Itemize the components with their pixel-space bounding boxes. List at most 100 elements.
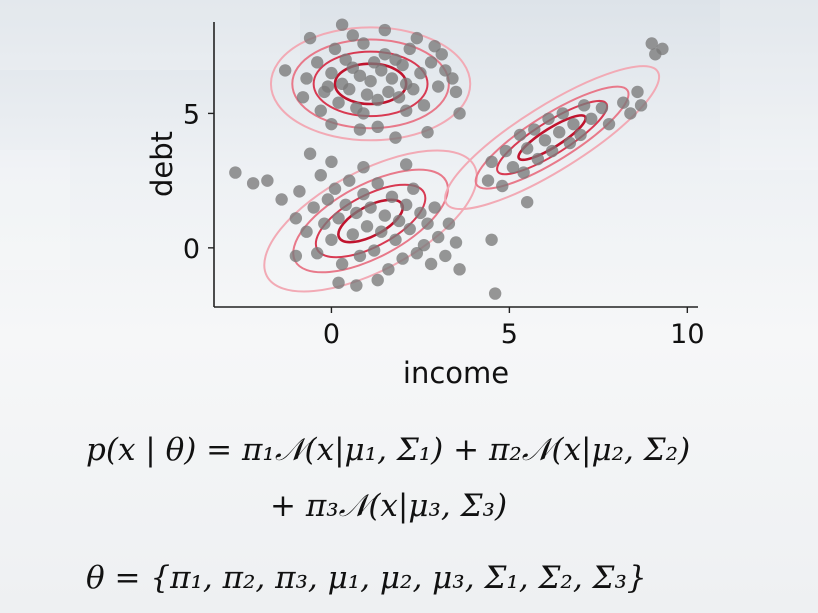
data-point <box>449 236 463 249</box>
data-point <box>367 244 381 257</box>
data-point <box>350 206 363 220</box>
data-point <box>275 193 288 206</box>
data-point <box>407 182 420 195</box>
data-point <box>407 83 420 96</box>
data-point <box>577 99 591 112</box>
data-point <box>499 144 513 158</box>
contour-ellipse <box>312 50 429 118</box>
data-point <box>346 61 359 74</box>
data-point <box>311 56 324 69</box>
data-point <box>556 107 569 120</box>
data-point <box>332 212 345 225</box>
data-point <box>385 72 399 85</box>
data-point <box>421 126 434 139</box>
x-axis-label: income <box>403 356 509 390</box>
data-point <box>392 214 406 228</box>
data-point <box>346 228 359 241</box>
mixture-density-formula: p(x | θ) = π₁𝒩(x|μ₁, Σ₁) + π₂𝒩(x|μ₂, Σ₂) <box>86 432 691 468</box>
data-point <box>300 72 313 85</box>
data-point <box>303 31 317 45</box>
data-point <box>371 273 384 287</box>
data-point <box>346 29 359 42</box>
data-point <box>585 112 598 125</box>
data-point <box>321 193 335 206</box>
data-point <box>399 198 413 212</box>
data-point <box>321 80 335 93</box>
gaussian-contours <box>263 26 661 293</box>
data-point <box>403 222 416 236</box>
data-point <box>428 39 441 53</box>
data-point <box>421 217 434 230</box>
data-point <box>371 93 384 107</box>
parameter-set-formula: θ = {π₁, π₂, π₃, μ₁, μ₂, μ₃, Σ₁, Σ₂, Σ₃} <box>86 560 647 596</box>
data-point <box>631 85 644 99</box>
contour-ellipse <box>263 149 478 293</box>
data-point <box>553 126 566 139</box>
data-point <box>389 131 402 144</box>
data-point <box>538 134 552 147</box>
data-point <box>360 88 374 101</box>
data-point <box>378 48 392 61</box>
contour-ellipse <box>496 100 609 176</box>
data-point <box>424 56 438 69</box>
data-point <box>325 155 338 169</box>
data-point <box>442 217 456 230</box>
data-point <box>656 42 669 56</box>
data-point <box>417 99 431 112</box>
y-tick-label: 5 <box>183 99 200 130</box>
data-point <box>325 233 338 246</box>
data-point <box>325 117 338 131</box>
data-point <box>389 233 402 246</box>
data-point <box>332 96 345 109</box>
y-ticks: 05 <box>183 99 214 265</box>
data-point <box>506 160 520 174</box>
data-point <box>485 233 498 246</box>
data-points <box>229 18 669 300</box>
data-point <box>417 238 431 252</box>
data-point <box>375 225 388 238</box>
data-point <box>617 96 630 109</box>
data-point <box>403 42 416 56</box>
data-point <box>289 212 303 225</box>
data-point <box>567 117 580 131</box>
data-point <box>353 69 367 82</box>
data-point <box>325 66 338 80</box>
contour-ellipse <box>291 38 450 130</box>
data-point <box>432 80 445 93</box>
data-point <box>300 225 313 238</box>
data-point <box>399 104 413 117</box>
data-point <box>353 249 367 263</box>
x-ticks: 0 5 10 <box>323 307 705 350</box>
data-point <box>531 152 545 166</box>
data-point <box>481 174 495 187</box>
data-point <box>382 85 395 99</box>
y-tick-label: 0 <box>183 234 200 265</box>
data-point <box>449 85 463 99</box>
data-point <box>634 99 648 112</box>
data-point <box>371 120 384 134</box>
data-point <box>364 201 377 214</box>
data-point <box>335 18 349 31</box>
data-point <box>513 128 527 142</box>
contour-ellipse <box>269 26 472 142</box>
data-point <box>545 144 559 158</box>
data-point <box>293 185 306 198</box>
data-point <box>435 48 448 61</box>
x-tick-label: 10 <box>670 319 704 350</box>
data-point <box>371 177 384 190</box>
data-point <box>332 276 345 290</box>
data-point <box>328 42 342 56</box>
data-point <box>367 56 381 69</box>
data-point <box>303 147 317 160</box>
data-point <box>424 257 438 271</box>
data-point <box>396 58 409 72</box>
data-point <box>414 66 427 80</box>
data-point <box>278 64 292 77</box>
data-point <box>396 252 409 265</box>
contour-ellipse <box>474 85 630 190</box>
data-point <box>446 72 459 85</box>
data-point <box>360 220 374 233</box>
data-point <box>410 31 424 45</box>
data-point <box>517 166 530 179</box>
